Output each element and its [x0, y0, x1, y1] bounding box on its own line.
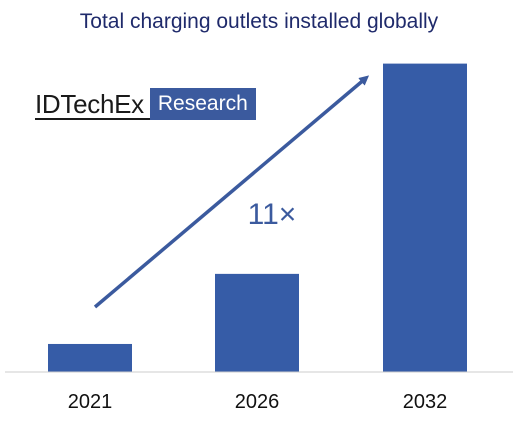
growth-arrow: [93, 75, 370, 309]
bar-2032: [383, 63, 467, 372]
x-tick-label-2021: 2021: [68, 391, 113, 413]
growth-arrow-line: [93, 75, 370, 309]
x-tick-label-2032: 2032: [403, 391, 448, 413]
growth-annotation: 11×: [248, 198, 297, 231]
x-tick-label-2026: 2026: [235, 391, 280, 413]
idtechex-logo: IDTechEx Research: [35, 88, 256, 120]
tick-labels-group: 2021 2026 2032: [68, 391, 448, 413]
brand-tag: Research: [149, 88, 256, 120]
chart-title: Total charging outlets installed globall…: [79, 10, 439, 33]
bar-2021: [48, 343, 132, 372]
bar-2026: [215, 273, 299, 372]
brand-name: IDTechEx: [35, 88, 150, 120]
bars-group: [48, 63, 467, 372]
